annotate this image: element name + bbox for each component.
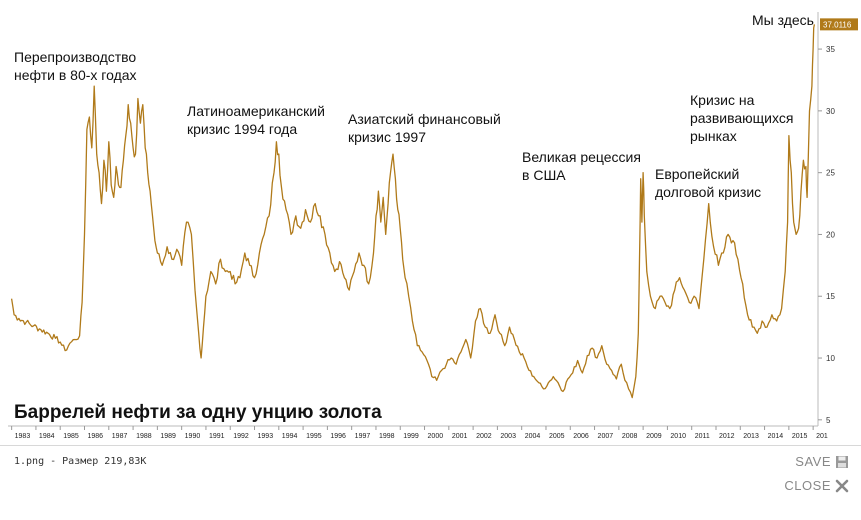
chart-area: 5 10 15 20 25 30 35 1983 1984 1985 1986 1987 1988 19…	[8, 12, 858, 440]
x-tick-label: 1999	[403, 433, 419, 440]
x-tick-label: 2005	[549, 433, 565, 440]
x-tick-label: 2000	[428, 433, 444, 440]
annotation-overproduction: Перепроизводство	[14, 49, 136, 65]
last-value-box	[820, 18, 858, 31]
x-tick-label: 2006	[573, 433, 589, 440]
x-tick-label: 1998	[379, 433, 395, 440]
x-tick-label: 1997	[355, 433, 371, 440]
annotation-euro: долговой кризис	[655, 184, 761, 200]
annotation-overproduction: нефти в 80-х годах	[14, 67, 137, 83]
last-value-label: 37.0116	[820, 18, 858, 31]
x-tick-label: 1995	[306, 433, 322, 440]
x-tick-label: 1990	[185, 433, 201, 440]
y-tick-label: 10	[826, 354, 835, 363]
annotation-asian: Азиатский финансовый	[348, 111, 501, 127]
annotation-em: Кризис на	[690, 92, 755, 108]
grid	[8, 12, 819, 427]
x-tick-label: 1985	[63, 433, 79, 440]
x-tick-label: 1994	[282, 433, 298, 440]
save-button[interactable]: SAVE	[795, 454, 849, 469]
x-tick-label: 1991	[209, 433, 225, 440]
filename-text: 1.png - Размер 219,83К	[14, 456, 147, 467]
floppy-icon	[836, 455, 848, 468]
x-tick-label: 2009	[646, 433, 662, 440]
gold-oil-ratio-line	[10, 24, 816, 399]
x-tick-label: 1992	[233, 433, 249, 440]
annotation-em: рынках	[690, 128, 737, 144]
x-tick-label: 2011	[695, 433, 710, 440]
x-tick-label: 2004	[525, 433, 541, 440]
x-tick-label: 2013	[743, 433, 759, 440]
x-axis-ticks: 1983 1984 1985 1986 1987 1988 1989 1990 1991 1992…	[11, 426, 828, 440]
annotation-here: Мы здесь	[752, 12, 814, 28]
chart-title: Баррелей нефти за одну унцию золота	[14, 402, 382, 423]
last-value-text: 37.0116	[823, 20, 852, 29]
close-button[interactable]: CLOSE	[784, 478, 849, 493]
x-tick-label: 1983	[15, 433, 31, 440]
x-tick-label: 2014	[768, 433, 784, 440]
x-tick-label: 2001	[452, 433, 468, 440]
x-tick-label: 1984	[39, 433, 55, 440]
x-tick-label: 2003	[500, 433, 516, 440]
x-tick-label: 2002	[476, 433, 492, 440]
y-tick-label: 15	[826, 292, 835, 301]
x-tick-label: 1996	[330, 433, 346, 440]
x-tick-label: 2010	[670, 433, 686, 440]
annotation-latam: Латиноамериканский	[187, 103, 325, 119]
y-tick-label: 35	[826, 45, 835, 54]
y-tick-label: 25	[826, 169, 835, 178]
y-axis-ticks: 5 10 15 20 25 30 35	[818, 45, 835, 425]
save-label: SAVE	[795, 454, 831, 469]
viewer-footer: 1.png - Размер 219,83К SAVE CLOSE	[0, 445, 861, 520]
x-tick-label: 1989	[160, 433, 176, 440]
annotation-latam: кризис 1994 года	[187, 121, 297, 137]
x-tick-label: 2008	[622, 433, 638, 440]
y-tick-label: 20	[826, 230, 835, 239]
close-icon	[835, 479, 849, 492]
annotations: Перепроизводство нефти в 80-х годах Латино…	[14, 12, 814, 200]
annotation-euro: Европейский	[655, 166, 739, 182]
annotation-em: развивающихся	[690, 110, 793, 126]
x-tick-label: 201	[816, 433, 828, 440]
annotation-recession: Великая рецессия	[522, 149, 641, 165]
close-label: CLOSE	[784, 478, 831, 493]
y-tick-label: 5	[826, 416, 831, 425]
x-tick-label: 2015	[792, 433, 808, 440]
x-tick-label: 1988	[136, 433, 152, 440]
x-tick-label: 2012	[719, 433, 735, 440]
x-tick-label: 2007	[598, 433, 614, 440]
x-tick-label: 1987	[112, 433, 128, 440]
y-tick-label: 30	[826, 107, 835, 116]
annotation-asian: кризис 1997	[348, 129, 426, 145]
annotation-recession: в США	[522, 167, 566, 183]
x-tick-label: 1986	[88, 433, 104, 440]
x-tick-label: 1993	[258, 433, 274, 440]
